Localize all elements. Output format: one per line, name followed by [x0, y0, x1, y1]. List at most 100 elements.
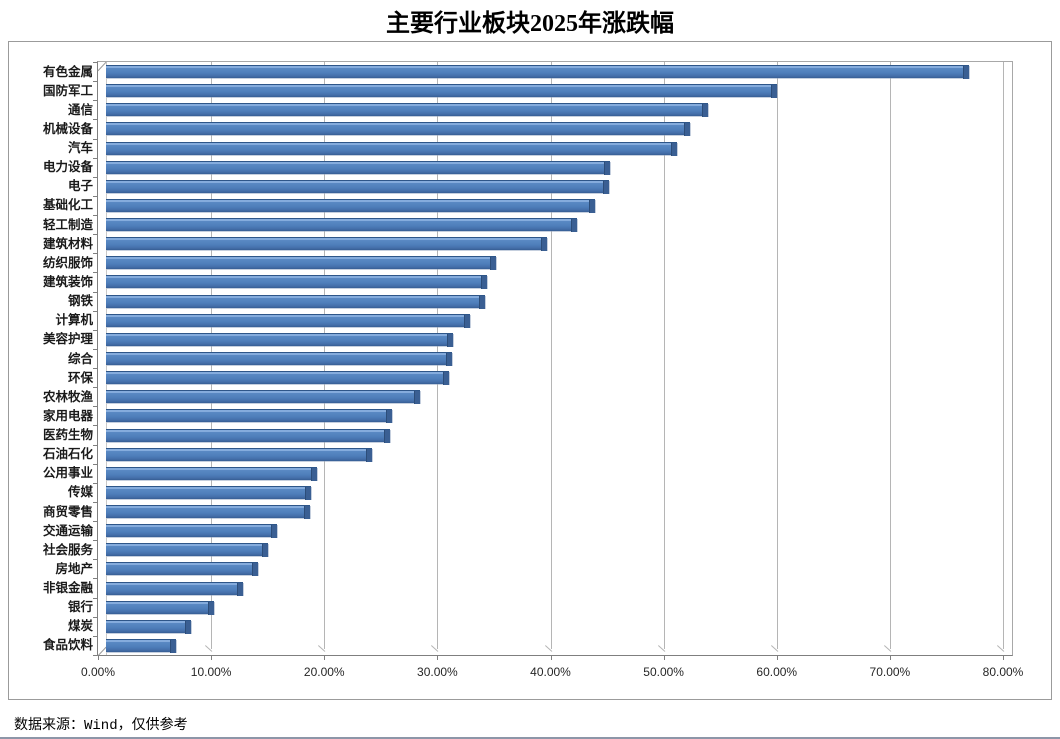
x-tick-label: 0.00%	[80, 665, 116, 679]
category-label: 环保	[67, 370, 93, 385]
y-axis-tick	[93, 521, 97, 523]
bar	[106, 485, 312, 500]
y-axis-tick	[93, 291, 97, 293]
y-axis-tick	[93, 482, 97, 484]
x-axis-tick	[550, 655, 552, 660]
category-label: 医药生物	[42, 428, 93, 443]
gridline	[776, 62, 778, 649]
category-label: 银行	[67, 600, 93, 615]
y-axis-tick	[93, 100, 97, 102]
category-label: 有色金属	[42, 64, 93, 79]
category-label: 商贸零售	[42, 504, 93, 519]
y-axis-tick	[93, 81, 97, 83]
x-axis-tick	[889, 655, 891, 660]
bar	[106, 103, 709, 118]
y-axis-tick	[93, 406, 97, 408]
category-label: 食品饮料	[42, 638, 93, 653]
x-axis-tick	[324, 655, 326, 660]
bar	[106, 371, 450, 386]
category-label: 农林牧渔	[42, 389, 93, 404]
y-axis-tick	[93, 157, 97, 159]
category-label: 公用事业	[42, 466, 93, 481]
y-axis-tick	[93, 119, 97, 121]
chart-title: 主要行业板块2025年涨跌幅	[386, 11, 674, 37]
y-axis-tick	[93, 578, 97, 580]
category-label: 钢铁	[67, 294, 93, 309]
source-note: 数据来源：Wind，仅供参考	[14, 718, 188, 734]
category-label: 电力设备	[42, 160, 93, 175]
y-axis-tick	[93, 463, 97, 465]
x-tick-label: 80.00%	[982, 665, 1024, 679]
bar	[106, 524, 278, 539]
bar	[106, 581, 244, 596]
y-axis-tick	[93, 368, 97, 370]
category-label: 房地产	[55, 561, 93, 576]
category-label: 轻工制造	[42, 217, 93, 232]
bar	[106, 84, 778, 99]
gridline	[1003, 62, 1004, 649]
bar	[106, 198, 596, 213]
category-label: 汽车	[67, 141, 93, 156]
category-label: 计算机	[55, 313, 93, 328]
bar	[106, 505, 311, 520]
category-label: 交通运输	[42, 523, 93, 538]
y-axis-tick	[93, 387, 97, 389]
bar	[106, 294, 486, 309]
bar	[106, 447, 373, 462]
y-axis-tick	[93, 234, 97, 236]
y-axis-tick	[93, 253, 97, 255]
gridline	[663, 62, 665, 649]
y-axis-tick	[93, 425, 97, 427]
bar	[106, 65, 969, 80]
y-axis-tick	[93, 272, 97, 274]
bar	[106, 638, 176, 653]
y-axis-tick	[93, 540, 97, 542]
bar	[106, 428, 391, 443]
x-tick-label: 60.00%	[756, 665, 798, 679]
y-axis-tick	[93, 215, 97, 217]
x-axis-tick	[211, 655, 213, 660]
bar	[106, 466, 317, 481]
x-tick-label: 30.00%	[417, 665, 458, 679]
bar	[106, 275, 487, 290]
category-label: 社会服务	[42, 542, 93, 557]
chart-area: 有色金属 国防军工 通信 机械设备 汽车 电力设备 电子 基础化工 轻工制造 建筑材料 纺织服饰 建筑…	[8, 41, 1052, 700]
y-axis-tick	[93, 176, 97, 178]
y-axis-tick	[93, 597, 97, 599]
category-label: 综合	[67, 351, 93, 366]
category-label: 煤炭	[67, 619, 93, 634]
category-label: 纺织服饰	[42, 255, 93, 270]
bar	[106, 179, 609, 194]
y-axis-tick	[93, 329, 97, 331]
y-axis-tick	[93, 138, 97, 140]
bar	[106, 600, 214, 615]
y-axis-tick	[93, 635, 97, 637]
y-axis-tick	[93, 444, 97, 446]
x-tick-label: 10.00%	[190, 665, 232, 679]
bar	[106, 313, 470, 328]
y-axis-tick	[93, 616, 97, 618]
x-axis-tick	[98, 655, 99, 660]
x-tick-label: 50.00%	[643, 665, 684, 679]
x-axis-tick	[1003, 655, 1004, 660]
x-axis-tick	[437, 655, 439, 660]
gridline	[889, 62, 891, 649]
bar	[106, 256, 496, 271]
x-tick-label: 40.00%	[530, 665, 571, 679]
bar	[106, 332, 453, 347]
bar	[106, 543, 269, 558]
x-tick-label: 70.00%	[869, 665, 911, 679]
category-label: 电子	[67, 179, 93, 194]
bar	[106, 160, 610, 175]
category-label: 美容护理	[42, 332, 93, 347]
category-label: 国防军工	[42, 83, 93, 98]
category-label: 建筑材料	[42, 236, 93, 251]
y-axis-tick	[93, 195, 97, 197]
plot-area: 有色金属 国防军工 通信 机械设备 汽车 电力设备 电子 基础化工 轻工制造 建筑材料 纺织服饰 建筑…	[43, 61, 1023, 679]
y-axis-tick	[93, 655, 97, 656]
y-axis-tick	[93, 348, 97, 350]
category-label: 机械设备	[42, 121, 93, 136]
category-label: 传媒	[67, 485, 93, 500]
gridline	[550, 62, 552, 649]
